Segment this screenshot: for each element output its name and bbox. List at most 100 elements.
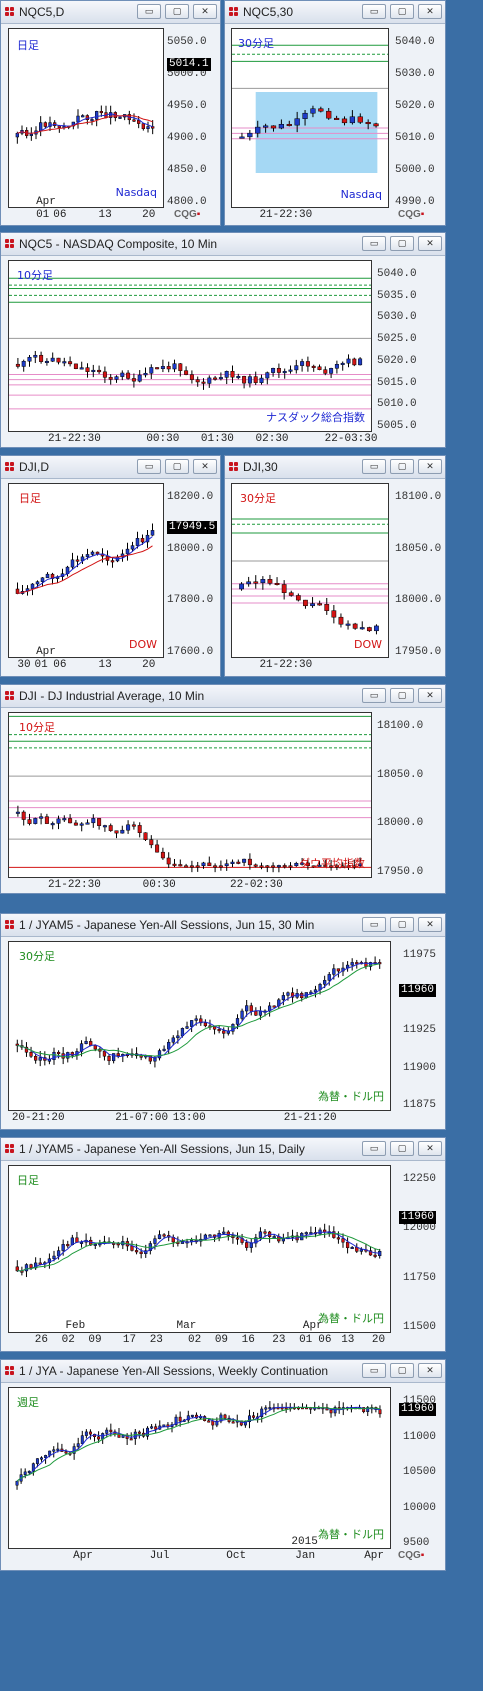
title-bar[interactable]: 1 / JYAM5 - Japanese Yen-All Sessions, J… [1, 914, 445, 937]
maximize-icon[interactable]: ▢ [390, 4, 414, 19]
close-icon[interactable]: ✕ [418, 917, 442, 932]
candle [24, 1046, 29, 1053]
candle [271, 865, 276, 868]
candle [311, 365, 316, 368]
title-bar[interactable]: DJI,30 ▭ ▢ ✕ [225, 456, 445, 479]
candle [222, 1030, 226, 1034]
candle [85, 367, 90, 372]
close-icon[interactable]: ✕ [193, 459, 217, 474]
candle [44, 1455, 48, 1458]
maximize-icon[interactable]: ▢ [165, 4, 189, 19]
candle [218, 865, 223, 868]
candle [61, 1244, 65, 1251]
candle [295, 595, 301, 601]
chart-area[interactable]: 日足 DOW [8, 483, 164, 658]
restore-icon[interactable]: ▭ [137, 4, 161, 19]
close-icon[interactable]: ✕ [418, 236, 442, 251]
candle [108, 825, 113, 831]
maximize-icon[interactable]: ▢ [390, 236, 414, 251]
restore-icon[interactable]: ▭ [362, 236, 386, 251]
candle [66, 1052, 70, 1059]
maximize-icon[interactable]: ▢ [390, 688, 414, 703]
restore-icon[interactable]: ▭ [362, 1141, 386, 1156]
candles [9, 277, 371, 410]
maximize-icon[interactable]: ▢ [390, 459, 414, 474]
candle [107, 1055, 111, 1062]
maximize-icon[interactable]: ▢ [390, 1363, 414, 1378]
candle [70, 559, 75, 568]
maximize-icon[interactable]: ▢ [390, 1141, 414, 1156]
nqc5-30min-window: NQC5,30 ▭ ▢ ✕ 30分足 Nasdaq 5040.0 5030.0 5020… [224, 0, 446, 226]
restore-icon[interactable]: ▭ [362, 459, 386, 474]
close-icon[interactable]: ✕ [418, 1363, 442, 1378]
candle [245, 1005, 249, 1012]
candle [247, 132, 253, 138]
maximize-icon[interactable]: ▢ [390, 917, 414, 932]
candle [160, 851, 165, 859]
candle [271, 367, 276, 373]
candle [130, 1245, 134, 1251]
chart-area[interactable]: 日足 為替・ドル円 [8, 1165, 391, 1333]
candle [29, 1264, 33, 1269]
window-title: DJI - DJ Industrial Average, 10 Min [19, 689, 205, 703]
candle [332, 1231, 336, 1238]
candle [56, 1051, 61, 1054]
chart-area[interactable]: 30分足 DOW [231, 483, 389, 658]
candle [184, 865, 189, 868]
x-tick-label: 30 [17, 659, 31, 671]
candle [39, 816, 44, 819]
restore-icon[interactable]: ▭ [362, 4, 386, 19]
candle [253, 864, 258, 867]
chart-area[interactable]: 30分足 為替・ドル円 [8, 941, 391, 1111]
candle [21, 811, 26, 820]
candle [93, 1045, 97, 1050]
close-icon[interactable]: ✕ [418, 4, 442, 19]
maximize-icon[interactable]: ▢ [165, 459, 189, 474]
candle [281, 1238, 285, 1242]
title-bar[interactable]: 1 / JYA - Japanese Yen-All Sessions, Wee… [1, 1360, 445, 1383]
candle [329, 368, 334, 374]
candle [157, 1234, 162, 1239]
candle [274, 582, 280, 585]
candle [33, 818, 38, 824]
y-tick-label: 12000 [403, 1222, 437, 1235]
close-icon[interactable]: ✕ [193, 4, 217, 19]
candle [272, 1005, 276, 1008]
title-bar[interactable]: DJI,D ▭ ▢ ✕ [1, 456, 220, 479]
candle [38, 1057, 42, 1061]
candle [368, 1250, 373, 1256]
title-bar[interactable]: NQC5,30 ▭ ▢ ✕ [225, 1, 445, 24]
candle [276, 367, 281, 373]
restore-icon[interactable]: ▭ [362, 1363, 386, 1378]
title-bar[interactable]: NQC5,D ▭ ▢ ✕ [1, 1, 220, 24]
candle [146, 126, 150, 129]
candle [154, 1426, 158, 1430]
candle [150, 1426, 154, 1429]
close-icon[interactable]: ✕ [418, 688, 442, 703]
candle [178, 1416, 182, 1422]
candle [189, 374, 194, 380]
close-icon[interactable]: ✕ [418, 1141, 442, 1156]
candle [120, 829, 125, 834]
candle [93, 1243, 97, 1246]
restore-icon[interactable]: ▭ [137, 459, 161, 474]
candle [302, 112, 308, 119]
chart-area[interactable]: 30分足 Nasdaq [231, 28, 389, 208]
candle [150, 530, 155, 536]
chart-area[interactable]: 10分足 ダウ平均指数 [8, 712, 372, 878]
candle [160, 366, 165, 369]
x-tick-label: 21-22:30 [259, 209, 313, 221]
x-tick-label: 22-02:30 [230, 879, 283, 891]
chart-area[interactable]: 10分足 ナスダック総合指数 [8, 260, 372, 432]
candle [373, 1254, 377, 1257]
restore-icon[interactable]: ▭ [362, 917, 386, 932]
title-bar[interactable]: DJI - DJ Industrial Average, 10 Min ▭ ▢ ✕ [1, 685, 445, 708]
close-icon[interactable]: ✕ [418, 459, 442, 474]
restore-icon[interactable]: ▭ [362, 688, 386, 703]
title-bar[interactable]: NQC5 - NASDAQ Composite, 10 Min ▭ ▢ ✕ [1, 233, 445, 256]
title-bar[interactable]: 1 / JYAM5 - Japanese Yen-All Sessions, J… [1, 1138, 445, 1161]
candle [341, 1238, 345, 1243]
chart-area[interactable]: 日足 Nasdaq [8, 28, 164, 208]
cqg-logo-icon [5, 1366, 15, 1376]
chart-area[interactable]: 週足 為替・ドル円 [8, 1387, 391, 1549]
